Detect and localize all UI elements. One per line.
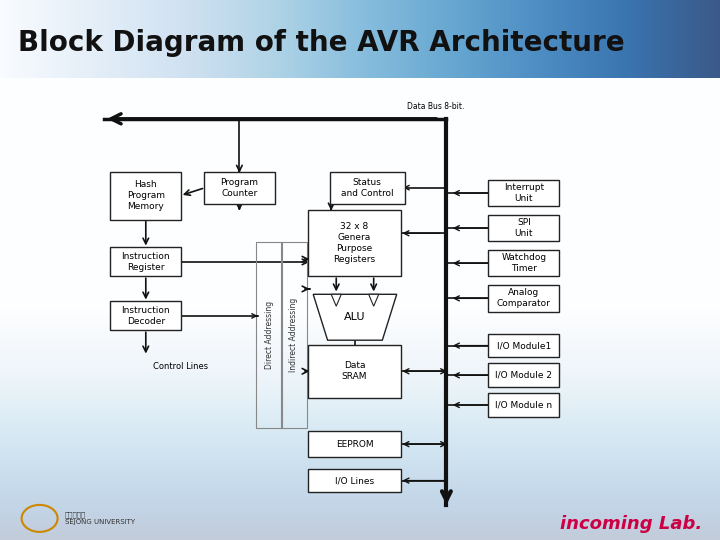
Text: Block Diagram of the AVR Architecture: Block Diagram of the AVR Architecture — [18, 29, 625, 57]
FancyBboxPatch shape — [488, 393, 559, 417]
FancyBboxPatch shape — [110, 301, 181, 330]
Text: Status
and Control: Status and Control — [341, 178, 394, 198]
Polygon shape — [331, 294, 341, 306]
FancyBboxPatch shape — [330, 172, 405, 204]
FancyBboxPatch shape — [110, 247, 181, 276]
Text: Direct Addressing: Direct Addressing — [265, 301, 274, 369]
Text: Instruction
Register: Instruction Register — [122, 252, 170, 272]
Text: SPI
Unit: SPI Unit — [515, 218, 533, 238]
Text: Indirect Addressing: Indirect Addressing — [289, 298, 298, 372]
Text: Data
SRAM: Data SRAM — [342, 361, 367, 381]
Text: Control Lines: Control Lines — [153, 362, 208, 371]
FancyBboxPatch shape — [488, 334, 559, 357]
Text: Data Bus 8-bit.: Data Bus 8-bit. — [407, 102, 464, 111]
FancyBboxPatch shape — [488, 285, 559, 312]
Polygon shape — [369, 294, 379, 306]
Polygon shape — [313, 294, 397, 340]
Text: Program
Counter: Program Counter — [220, 178, 258, 198]
FancyBboxPatch shape — [488, 180, 559, 206]
FancyBboxPatch shape — [488, 363, 559, 387]
Text: I/O Lines: I/O Lines — [335, 476, 374, 485]
Text: Analog
Comparator: Analog Comparator — [497, 288, 551, 308]
Text: I/O Module1: I/O Module1 — [497, 341, 551, 350]
FancyBboxPatch shape — [204, 172, 275, 204]
Text: I/O Module 2: I/O Module 2 — [495, 371, 552, 380]
Text: Instruction
Decoder: Instruction Decoder — [122, 306, 170, 326]
Text: I/O Module n: I/O Module n — [495, 401, 552, 409]
Text: 세종대학교
SEJONG UNIVERSITY: 세종대학교 SEJONG UNIVERSITY — [65, 511, 135, 525]
FancyBboxPatch shape — [308, 345, 401, 398]
Text: incoming Lab.: incoming Lab. — [559, 515, 702, 533]
FancyBboxPatch shape — [110, 172, 181, 220]
FancyBboxPatch shape — [488, 215, 559, 241]
FancyBboxPatch shape — [308, 469, 401, 492]
FancyBboxPatch shape — [308, 210, 401, 276]
FancyBboxPatch shape — [308, 431, 401, 457]
Text: Hash
Program
Memory: Hash Program Memory — [127, 180, 165, 211]
Text: Watchdog
Timer: Watchdog Timer — [501, 253, 546, 273]
Text: 32 x 8
Genera
Purpose
Registers: 32 x 8 Genera Purpose Registers — [333, 222, 376, 264]
Text: Interrupt
Unit: Interrupt Unit — [504, 183, 544, 203]
Text: EEPROM: EEPROM — [336, 440, 374, 449]
FancyBboxPatch shape — [488, 250, 559, 276]
Text: ALU: ALU — [344, 312, 366, 322]
